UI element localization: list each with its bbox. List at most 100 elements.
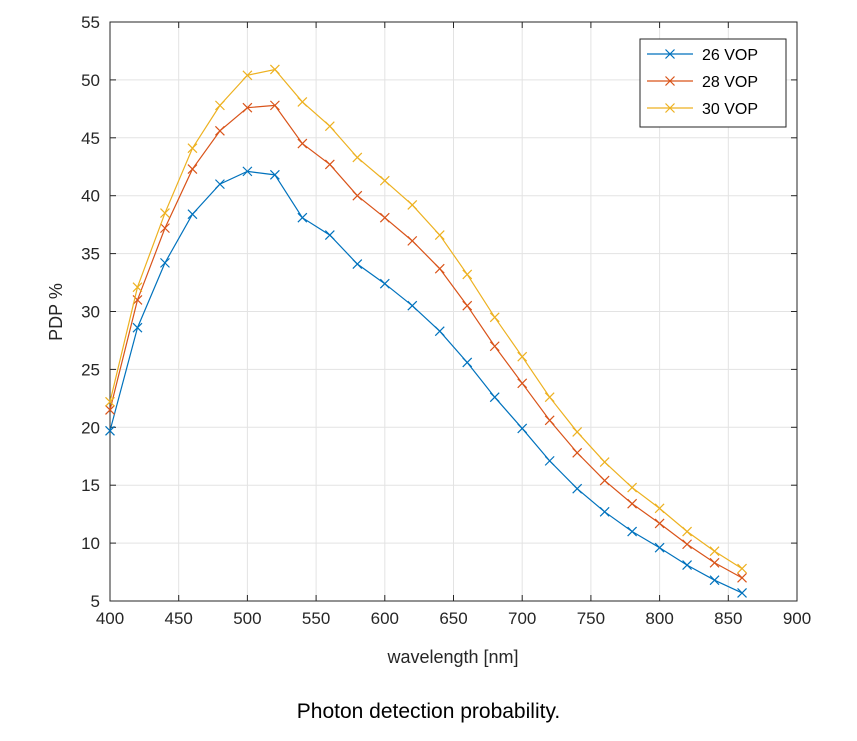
- data-point: [297, 138, 308, 149]
- data-point: [297, 212, 308, 223]
- y-tick-label: 25: [81, 360, 100, 379]
- data-point: [572, 447, 583, 458]
- data-point: [105, 425, 115, 436]
- legend-item: 26 VOP: [647, 47, 758, 64]
- y-tick-label: 20: [81, 418, 100, 437]
- data-point: [544, 415, 555, 426]
- y-tick-label: 45: [81, 129, 100, 148]
- data-point: [544, 392, 555, 403]
- data-point: [214, 179, 225, 190]
- x-tick-label: 750: [577, 609, 605, 628]
- series-line: [109, 68, 743, 570]
- data-point: [462, 357, 473, 368]
- data-point: [572, 427, 583, 437]
- x-tick-label: 850: [714, 609, 742, 628]
- data-point: [269, 100, 280, 111]
- data-point: [462, 300, 473, 311]
- x-tick-label: 600: [371, 609, 399, 628]
- data-point: [544, 455, 555, 466]
- legend-label: 28 VOP: [702, 74, 758, 91]
- data-point: [517, 423, 528, 434]
- data-point: [132, 322, 143, 333]
- series-3: [105, 64, 747, 574]
- y-tick-label: 5: [91, 592, 100, 611]
- data-point: [187, 164, 198, 174]
- x-tick-label: 550: [302, 609, 330, 628]
- x-axis-label: wavelength [nm]: [386, 647, 518, 667]
- data-point: [627, 482, 638, 493]
- data-point: [434, 263, 445, 274]
- data-point: [654, 503, 665, 514]
- data-point: [489, 392, 500, 403]
- data-point: [489, 341, 500, 352]
- data-point: [105, 396, 115, 407]
- y-tick-label: 55: [81, 13, 100, 32]
- y-tick-label: 10: [81, 534, 100, 553]
- y-tick-label: 15: [81, 476, 100, 495]
- figure-caption: Photon detection probability.: [296, 700, 561, 723]
- data-point: [132, 294, 143, 305]
- data-point: [214, 125, 225, 136]
- axes: [109, 21, 798, 602]
- data-point: [379, 278, 390, 289]
- data-point: [407, 200, 418, 210]
- x-tick-label: 650: [439, 609, 467, 628]
- data-point: [132, 282, 143, 293]
- data-point: [572, 483, 583, 494]
- data-point: [187, 143, 198, 154]
- x-tick-label: 700: [508, 609, 536, 628]
- data-point: [599, 475, 610, 486]
- data-point: [160, 208, 170, 218]
- legend-item: 30 VOP: [647, 101, 758, 118]
- legend-marker: [665, 103, 675, 113]
- data-point: [599, 457, 610, 467]
- data-point: [269, 169, 280, 180]
- data-point: [434, 230, 445, 240]
- data-point: [682, 560, 693, 571]
- data-point: [682, 539, 693, 550]
- data-point: [489, 312, 500, 323]
- data-point: [682, 526, 693, 537]
- data-point: [709, 575, 720, 586]
- series-1: [105, 166, 747, 598]
- data-point: [160, 257, 170, 268]
- y-tick-label: 30: [81, 303, 100, 322]
- x-tick-label: 400: [96, 609, 124, 628]
- data-point: [242, 70, 253, 81]
- data-point: [737, 587, 747, 598]
- x-tick-labels: 400 450 500 550 600 650 700 750 800 850 900: [96, 609, 811, 628]
- data-point: [352, 190, 363, 201]
- data-point: [297, 96, 308, 107]
- legend-marker: [665, 76, 675, 86]
- data-point: [187, 209, 198, 220]
- data-point: [517, 351, 528, 362]
- data-point: [627, 526, 638, 537]
- data-point: [709, 546, 720, 557]
- x-tick-label: 800: [645, 609, 673, 628]
- series-2: [105, 100, 747, 583]
- y-tick-label: 50: [81, 71, 100, 90]
- data-point: [242, 102, 253, 113]
- data-point: [737, 572, 747, 583]
- data-point: [105, 405, 115, 415]
- data-point: [352, 152, 363, 163]
- series-lines: [105, 64, 747, 598]
- data-point: [654, 518, 665, 529]
- data-point: [627, 498, 638, 509]
- data-point: [352, 259, 363, 269]
- y-tick-label: 35: [81, 245, 100, 264]
- data-point: [407, 235, 418, 246]
- data-point: [517, 378, 528, 389]
- data-point: [434, 326, 445, 337]
- data-point: [599, 506, 610, 517]
- y-axis-label: PDP %: [46, 283, 66, 341]
- legend-label: 26 VOP: [702, 47, 758, 64]
- data-point: [324, 159, 335, 170]
- data-point: [324, 121, 335, 132]
- data-point: [654, 542, 665, 553]
- series-line: [109, 104, 743, 579]
- data-point: [407, 300, 418, 311]
- data-point: [160, 223, 170, 234]
- series-line: [109, 170, 743, 594]
- legend-item: 28 VOP: [647, 74, 758, 91]
